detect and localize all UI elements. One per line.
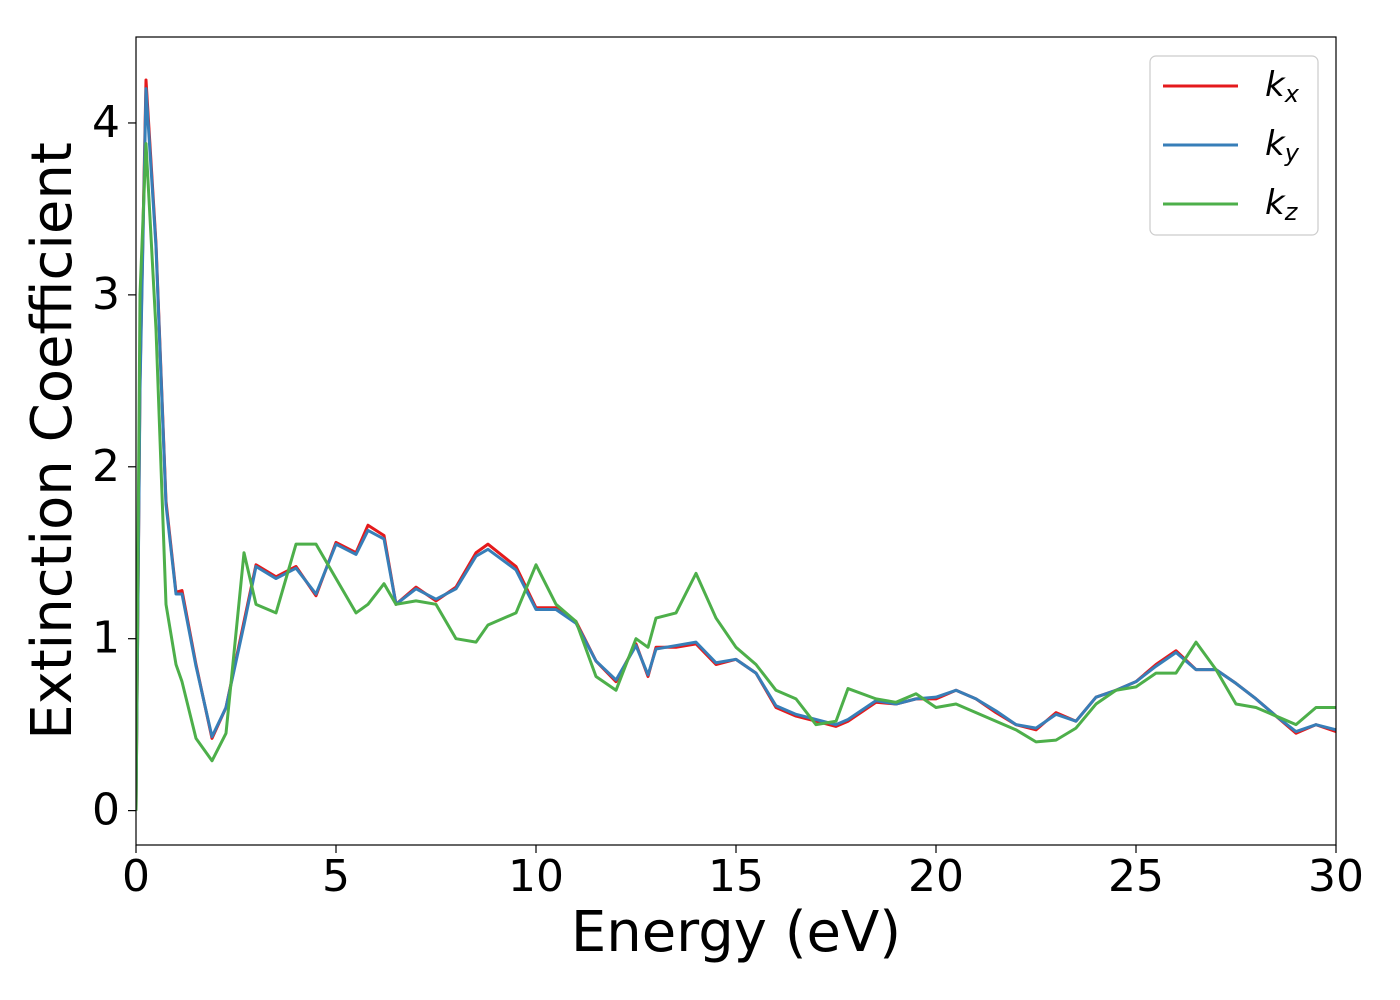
x-axis-title: Energy (eV) <box>571 900 901 965</box>
plot-lines <box>136 78 1336 811</box>
x-tick-label: 5 <box>322 851 350 902</box>
x-tick-label: 25 <box>1108 851 1164 902</box>
data-line <box>136 142 1336 811</box>
legend-label: kz <box>1265 183 1299 227</box>
x-tick-label: 10 <box>508 851 564 902</box>
x-tick-label: 20 <box>908 851 964 902</box>
y-tick-label: 2 <box>92 441 120 492</box>
y-tick-label: 1 <box>92 613 120 664</box>
y-tick-label: 3 <box>92 269 120 320</box>
y-tick-label: 4 <box>92 97 120 148</box>
x-tick-label: 0 <box>122 851 150 902</box>
legend-label: ky <box>1265 124 1300 168</box>
x-tick-label: 30 <box>1308 851 1364 902</box>
x-tick-label: 15 <box>708 851 764 902</box>
legend-label: kx <box>1265 65 1300 109</box>
y-tick-label: 0 <box>92 785 120 836</box>
y-axis-title: Extinction Coefficient <box>20 142 85 740</box>
